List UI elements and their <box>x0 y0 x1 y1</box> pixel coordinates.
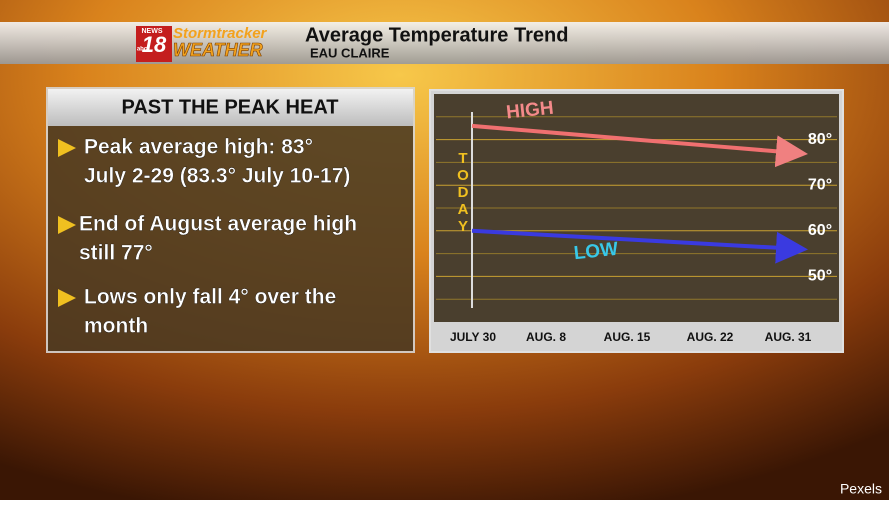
bullet-arrow <box>58 216 76 234</box>
x-label-bar <box>431 322 842 351</box>
info-panel-title: PAST THE PEAK HEAT <box>121 96 338 118</box>
info-panel <box>46 87 415 353</box>
logo-brand-bottom: WEATHER <box>173 40 263 60</box>
x-tick-label: AUG. 22 <box>687 330 734 344</box>
logo-network: NEWS <box>142 28 163 35</box>
logo-channel: 18 <box>142 32 167 57</box>
x-tick-label: JULY 30 <box>450 330 496 344</box>
header-title: Average Temperature Trend <box>305 24 568 46</box>
bullet-text: month <box>84 315 148 338</box>
x-tick-label: AUG. 8 <box>526 330 566 344</box>
bullet-text: Lows only fall 4° over the <box>84 286 336 309</box>
bullet-text: July 2-29 (83.3° July 10-17) <box>84 165 350 188</box>
series-line <box>471 228 808 264</box>
logo-brand-top: Stormtracker <box>173 25 268 42</box>
series-line <box>471 123 808 168</box>
y-tick-label: 60° <box>808 222 832 239</box>
series-label: LOW <box>573 239 619 265</box>
bullet-text: End of August average high <box>79 213 357 236</box>
x-tick-label: AUG. 31 <box>765 330 812 344</box>
today-annotation: TODAY <box>455 150 472 235</box>
y-tick-label: 70° <box>808 176 832 193</box>
photo-credit: Pexels <box>840 481 882 497</box>
y-tick-label: 80° <box>808 131 832 148</box>
chart: 50° 60° 70° 80° TODAY JULY 30 AUG. 8 AUG. 15 AUG… <box>431 98 842 351</box>
header-subtitle: EAU CLAIRE <box>310 45 390 60</box>
series-label: HIGH <box>505 98 554 124</box>
logo-badge <box>136 26 172 62</box>
info-panel-title-bar <box>48 89 413 126</box>
logo-affiliate: abc <box>137 47 148 53</box>
bullet-text: still 77° <box>79 242 153 265</box>
bullet-text: Peak average high: 83° <box>84 136 313 159</box>
bullet-arrow <box>58 289 76 307</box>
bullet-arrow <box>58 139 76 157</box>
bullet-list: Peak average high: 83° July 2-29 (83.3° J… <box>58 135 357 338</box>
x-tick-label: AUG. 15 <box>604 330 651 344</box>
y-tick-label: 50° <box>808 268 832 285</box>
